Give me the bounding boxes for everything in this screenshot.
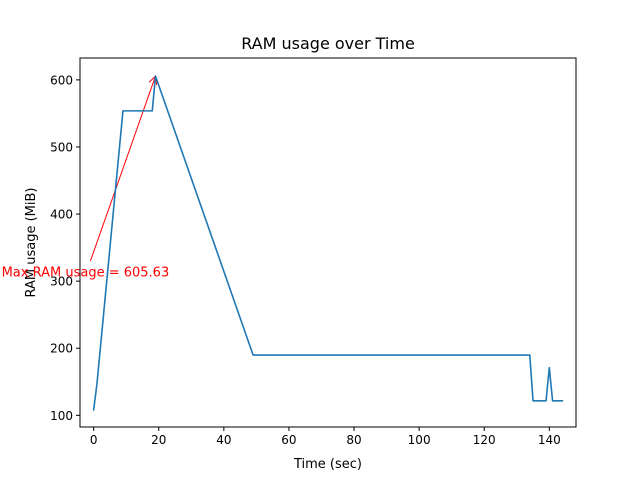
y-axis: 100 200 300 400 500 600 [50,73,80,423]
y-tick-label: 200 [50,342,73,356]
x-tick-label: 40 [216,433,231,447]
x-axis-label: Time (sec) [293,457,362,472]
chart-title: RAM usage over Time [241,34,415,53]
x-tick-label: 140 [538,433,561,447]
x-tick-label: 120 [473,433,496,447]
x-tick-label: 60 [281,433,296,447]
y-tick-label: 100 [50,409,73,423]
ram-usage-series-line [92,75,564,411]
y-axis-label: RAM usage (MiB) [24,188,39,298]
annotation-layer [89,76,155,262]
x-tick-label: 20 [151,433,166,447]
plot-frame [79,57,577,428]
x-tick-label: 80 [346,433,361,447]
y-tick-label: 500 [50,140,73,154]
x-tick-label: 0 [90,433,98,447]
y-tick-label: 300 [50,275,73,289]
max-ram-annotation-text: Max RAM usage = 605.63 [2,266,170,281]
y-tick-label: 400 [50,208,73,222]
y-tick-label: 600 [50,73,73,87]
x-axis: 0 20 40 60 80 100 120 140 [90,427,561,447]
max-ram-annotation-arrow [89,76,155,262]
x-tick-label: 100 [408,433,431,447]
series-layer [92,75,564,411]
